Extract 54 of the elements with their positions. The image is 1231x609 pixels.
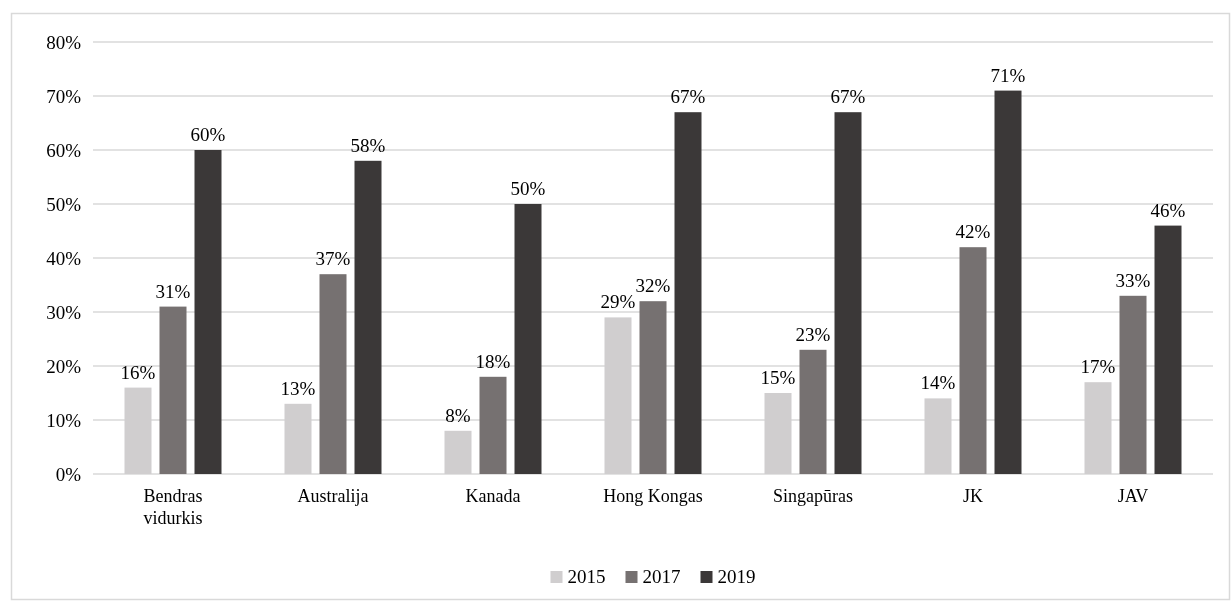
y-tick-label: 20% [46,355,82,377]
bar [354,160,382,474]
y-tick-label: 50% [46,193,82,215]
data-label: 31% [155,280,191,302]
y-tick-label: 30% [46,301,82,323]
legend-label: 2019 [717,566,756,587]
x-tick-label: Singapūras [773,486,853,506]
x-tick-label: JK [962,486,984,506]
bar [674,112,702,474]
legend-label: 2017 [642,566,681,587]
y-tick-label: 10% [46,409,82,431]
legend-label: 2015 [567,566,606,587]
bar [479,376,507,474]
data-label: 50% [510,178,546,199]
data-label: 23% [795,323,831,345]
x-tick-label: Australija [297,486,369,506]
bar [639,301,667,474]
x-tick-label: Hong Kongas [603,486,703,506]
x-tick-label: Kanada [465,486,521,506]
data-label: 29% [600,291,636,313]
data-label: 67% [670,86,706,108]
y-tick-label: 60% [46,139,82,161]
data-label: 15% [760,367,796,388]
bar [994,90,1022,474]
bar [834,112,862,474]
bar [159,306,187,474]
data-label: 32% [635,275,671,297]
y-tick-label: 80% [46,31,82,53]
bar [194,150,222,474]
data-label: 46% [1150,199,1186,221]
data-label: 58% [350,134,386,156]
bar [514,204,542,474]
bar [799,349,827,474]
x-tick-label: JAV [1117,486,1149,506]
bar [1154,225,1182,474]
data-label: 71% [990,64,1026,86]
data-label: 18% [475,350,511,372]
data-label: 67% [830,86,866,108]
data-label: 16% [120,361,156,383]
data-label: 14% [920,372,956,394]
data-label: 42% [955,221,991,243]
bar [1119,295,1147,474]
data-label: 60% [190,124,226,145]
data-label: 13% [280,377,316,399]
bar [319,274,347,474]
bar [959,247,987,474]
y-tick-label: 0% [55,463,82,485]
x-tick-label: Bendras vidurkis [143,486,203,528]
data-label: 33% [1115,269,1151,291]
y-tick-label: 70% [46,85,82,107]
data-label: 17% [1080,356,1116,378]
data-label: 37% [315,248,351,270]
data-label: 8% [445,404,471,426]
y-tick-label: 40% [46,247,82,269]
